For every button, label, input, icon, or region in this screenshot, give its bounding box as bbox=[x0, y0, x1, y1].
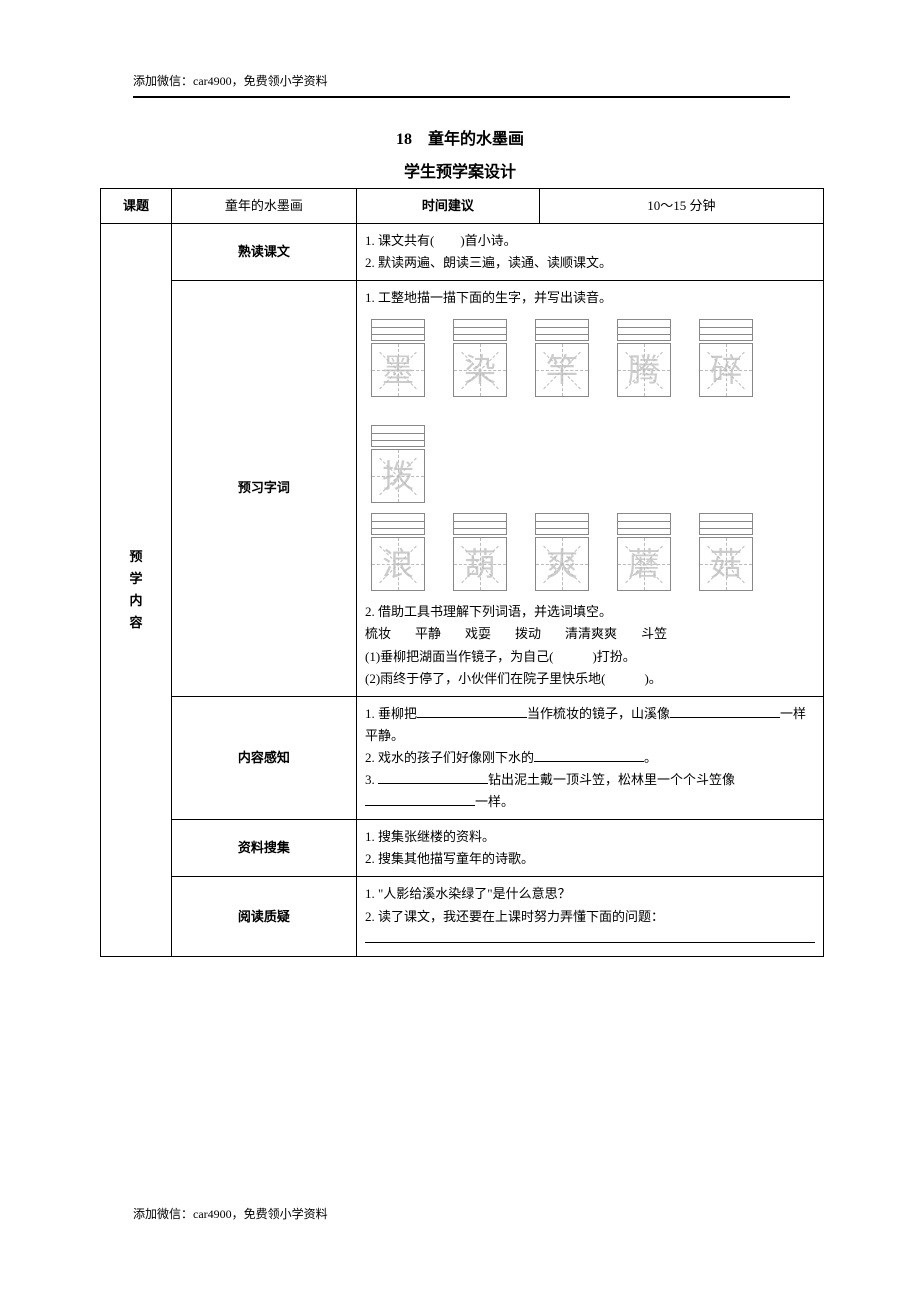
lesson-title: 18 童年的水墨画 bbox=[0, 125, 920, 149]
pinyin-box bbox=[371, 319, 425, 341]
word-list: 梳妆 平静 戏耍 拨动 清清爽爽 斗笠 bbox=[365, 623, 815, 645]
mi-grid-box: 葫 bbox=[453, 537, 507, 591]
table-header-row: 课题 童年的水墨画 时间建议 10～15 分钟 bbox=[101, 189, 824, 224]
collect-line1: 1. 搜集张继楼的资料。 bbox=[365, 826, 815, 848]
question-content: 1. "人影给溪水染绿了"是什么意思？ 2. 读了课文，我还要在上课时努力弄懂下… bbox=[356, 877, 823, 956]
label-keti: 课题 bbox=[101, 189, 172, 224]
pinyin-box bbox=[617, 513, 671, 535]
mi-grid-box: 浪 bbox=[371, 537, 425, 591]
mi-grid-box: 腾 bbox=[617, 343, 671, 397]
mi-grid-box: 蘑 bbox=[617, 537, 671, 591]
sense-line3: 3. 钻出泥土戴一顶斗笠，松林里一个个斗笠像一样。 bbox=[365, 769, 815, 813]
pinyin-box bbox=[535, 319, 589, 341]
char-practice-box: 墨 bbox=[371, 319, 425, 397]
sense-content: 1. 垂柳把当作梳妆的镜子，山溪像一样平静。 2. 戏水的孩子们好像刚下水的。 … bbox=[356, 696, 823, 819]
chars-q2: (2)雨终于停了，小伙伴们在院子里快乐地( )。 bbox=[365, 668, 815, 690]
chars-intro: 1. 工整地描一描下面的生字，并写出读音。 bbox=[365, 287, 815, 309]
label-collect: 资料搜集 bbox=[171, 820, 356, 877]
char-boxes-row1: 墨染竿腾碎拨 bbox=[371, 319, 815, 503]
mi-grid-box: 拨 bbox=[371, 449, 425, 503]
sense-line1: 1. 垂柳把当作梳妆的镜子，山溪像一样平静。 bbox=[365, 703, 815, 747]
read-line2: 2. 默读两遍、朗读三遍，读通、读顺课文。 bbox=[365, 252, 815, 274]
time-value: 10～15 分钟 bbox=[539, 189, 823, 224]
pinyin-box bbox=[453, 319, 507, 341]
header-rule bbox=[133, 96, 790, 98]
char-practice-box: 爽 bbox=[535, 513, 589, 591]
sense-line2: 2. 戏水的孩子们好像刚下水的。 bbox=[365, 747, 815, 769]
subtitle: 学生预学案设计 bbox=[0, 158, 920, 182]
char-practice-box: 竿 bbox=[535, 319, 589, 397]
chars-content: 1. 工整地描一描下面的生字，并写出读音。 墨染竿腾碎拨 浪葫爽蘑菇 2. 借助… bbox=[356, 281, 823, 696]
row-content-sense: 内容感知 1. 垂柳把当作梳妆的镜子，山溪像一样平静。 2. 戏水的孩子们好像刚… bbox=[101, 696, 824, 819]
char-practice-box: 碎 bbox=[699, 319, 753, 397]
label-read: 熟读课文 bbox=[171, 224, 356, 281]
row-reading: 预学内容 熟读课文 1. 课文共有( )首小诗。 2. 默读两遍、朗读三遍，读通… bbox=[101, 224, 824, 281]
row-chars: 预习字词 1. 工整地描一描下面的生字，并写出读音。 墨染竿腾碎拨 浪葫爽蘑菇 … bbox=[101, 281, 824, 696]
lesson-name: 童年的水墨画 bbox=[171, 189, 356, 224]
question-line1: 1. "人影给溪水染绿了"是什么意思？ bbox=[365, 883, 815, 905]
char-practice-box: 腾 bbox=[617, 319, 671, 397]
label-time: 时间建议 bbox=[356, 189, 539, 224]
pinyin-box bbox=[371, 425, 425, 447]
vocab-word: 戏耍 bbox=[465, 626, 491, 641]
pinyin-box bbox=[535, 513, 589, 535]
pinyin-box bbox=[617, 319, 671, 341]
vocab-word: 梳妆 bbox=[365, 626, 391, 641]
char-practice-box: 蘑 bbox=[617, 513, 671, 591]
footer-note: 添加微信：car4900，免费领小学资料 bbox=[133, 1205, 328, 1222]
question-blank bbox=[365, 928, 815, 950]
vocab-word: 平静 bbox=[415, 626, 441, 641]
vocab-word: 斗笠 bbox=[641, 626, 667, 641]
mi-grid-box: 染 bbox=[453, 343, 507, 397]
row-collect: 资料搜集 1. 搜集张继楼的资料。 2. 搜集其他描写童年的诗歌。 bbox=[101, 820, 824, 877]
label-sense: 内容感知 bbox=[171, 696, 356, 819]
chars-q1: (1)垂柳把湖面当作镜子，为自己( )打扮。 bbox=[365, 646, 815, 668]
sidebar-preview: 预学内容 bbox=[101, 224, 172, 957]
mi-grid-box: 墨 bbox=[371, 343, 425, 397]
question-line2: 2. 读了课文，我还要在上课时努力弄懂下面的问题： bbox=[365, 906, 815, 928]
mi-grid-box: 爽 bbox=[535, 537, 589, 591]
preview-table: 课题 童年的水墨画 时间建议 10～15 分钟 预学内容 熟读课文 1. 课文共… bbox=[100, 188, 824, 957]
read-line1: 1. 课文共有( )首小诗。 bbox=[365, 230, 815, 252]
pinyin-box bbox=[699, 513, 753, 535]
pinyin-box bbox=[453, 513, 507, 535]
label-question: 阅读质疑 bbox=[171, 877, 356, 956]
char-practice-box: 浪 bbox=[371, 513, 425, 591]
vocab-word: 拨动 bbox=[515, 626, 541, 641]
vocab-word: 清清爽爽 bbox=[565, 626, 617, 641]
char-practice-box: 菇 bbox=[699, 513, 753, 591]
collect-line2: 2. 搜集其他描写童年的诗歌。 bbox=[365, 848, 815, 870]
row-question: 阅读质疑 1. "人影给溪水染绿了"是什么意思？ 2. 读了课文，我还要在上课时… bbox=[101, 877, 824, 956]
pinyin-box bbox=[699, 319, 753, 341]
read-content: 1. 课文共有( )首小诗。 2. 默读两遍、朗读三遍，读通、读顺课文。 bbox=[356, 224, 823, 281]
char-practice-box: 染 bbox=[453, 319, 507, 397]
char-boxes-row2: 浪葫爽蘑菇 bbox=[371, 513, 815, 591]
header-note: 添加微信：car4900，免费领小学资料 bbox=[133, 72, 328, 89]
char-practice-box: 葫 bbox=[453, 513, 507, 591]
chars-section2: 2. 借助工具书理解下列词语，并选词填空。 bbox=[365, 601, 815, 623]
collect-content: 1. 搜集张继楼的资料。 2. 搜集其他描写童年的诗歌。 bbox=[356, 820, 823, 877]
mi-grid-box: 碎 bbox=[699, 343, 753, 397]
mi-grid-box: 竿 bbox=[535, 343, 589, 397]
char-practice-box: 拨 bbox=[371, 425, 425, 503]
mi-grid-box: 菇 bbox=[699, 537, 753, 591]
label-chars: 预习字词 bbox=[171, 281, 356, 696]
pinyin-box bbox=[371, 513, 425, 535]
